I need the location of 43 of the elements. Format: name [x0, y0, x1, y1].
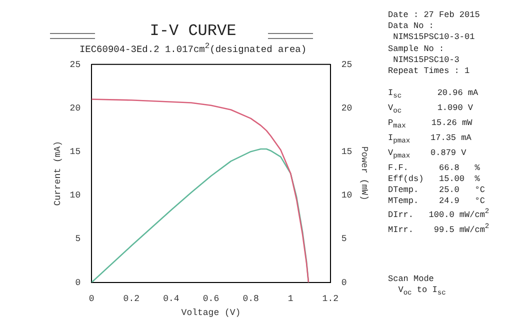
- y2-tick-label: 5: [341, 234, 347, 244]
- text: NIMS15PSC10-3: [392, 54, 460, 66]
- y2-tick-label: 15: [341, 146, 352, 157]
- y2-tick-label: 0: [341, 278, 347, 288]
- text: V$_{pmax}$ 0.879 V: [388, 148, 466, 160]
- x-tick-label: 0.6: [202, 294, 220, 304]
- x-tick-label: 0.8: [242, 294, 259, 304]
- text: Repeat Times : 1: [388, 66, 471, 78]
- text: MTemp. 24.9 °C: [388, 196, 485, 208]
- y2-tick-label: 20: [341, 103, 352, 114]
- y-tick-label: 20: [70, 103, 81, 114]
- text: Data No :: [388, 21, 435, 32]
- text: I$_{pmax}$ 17.35 mA: [388, 132, 472, 146]
- y-tick-label: 0: [75, 278, 81, 288]
- text: F.F. 66.8 %: [388, 162, 481, 174]
- chart-subtitle: IEC60904-3Ed.2 1.017cm$^{2}$(designated area): [78, 42, 308, 56]
- text: V$_{oc}$ 1.090 V: [388, 103, 474, 116]
- text: MIrr. 99.5 mW/cm$^{2}$: [388, 222, 490, 236]
- x-axis-title: Voltage (V): [181, 308, 241, 318]
- x-tick-label: 1.2: [322, 294, 338, 304]
- text: V$_{oc}$ to I$_{sc}$: [397, 284, 447, 300]
- y-tick-label: 5: [75, 234, 81, 244]
- text: Scan Mode: [388, 274, 435, 285]
- x-tick-label: 0.2: [123, 294, 140, 304]
- chart-title: I-V CURVE: [148, 22, 238, 40]
- x-tick-label: 1: [288, 294, 294, 304]
- text: I$_{sc}$ 20.96 mA: [388, 88, 478, 101]
- text: DIrr. 100.0 mW/cm$^{2}$: [388, 207, 490, 222]
- text: NIMS15PSC10-3-01: [392, 32, 476, 44]
- y2-axis-title: Power (mW): [359, 146, 370, 200]
- x-tick-label: 0.4: [163, 294, 180, 304]
- text: Date : 27 Feb 2015: [388, 10, 481, 22]
- y-tick-label: 15: [70, 146, 81, 157]
- y2-tick-label: 10: [341, 190, 352, 201]
- text: Sample No :: [388, 44, 446, 55]
- x-tick-label: 0: [88, 294, 94, 304]
- text: P$_{max}$ 15.26 mW: [388, 118, 472, 131]
- y-tick-label: 10: [70, 190, 81, 201]
- y-axis-title: Current (mA): [52, 140, 63, 206]
- y2-tick-label: 25: [341, 60, 352, 70]
- y-tick-label: 25: [70, 60, 81, 70]
- text: Eff(ds) 15.00 %: [388, 174, 481, 186]
- text: DTemp. 25.0 °C: [388, 185, 486, 196]
